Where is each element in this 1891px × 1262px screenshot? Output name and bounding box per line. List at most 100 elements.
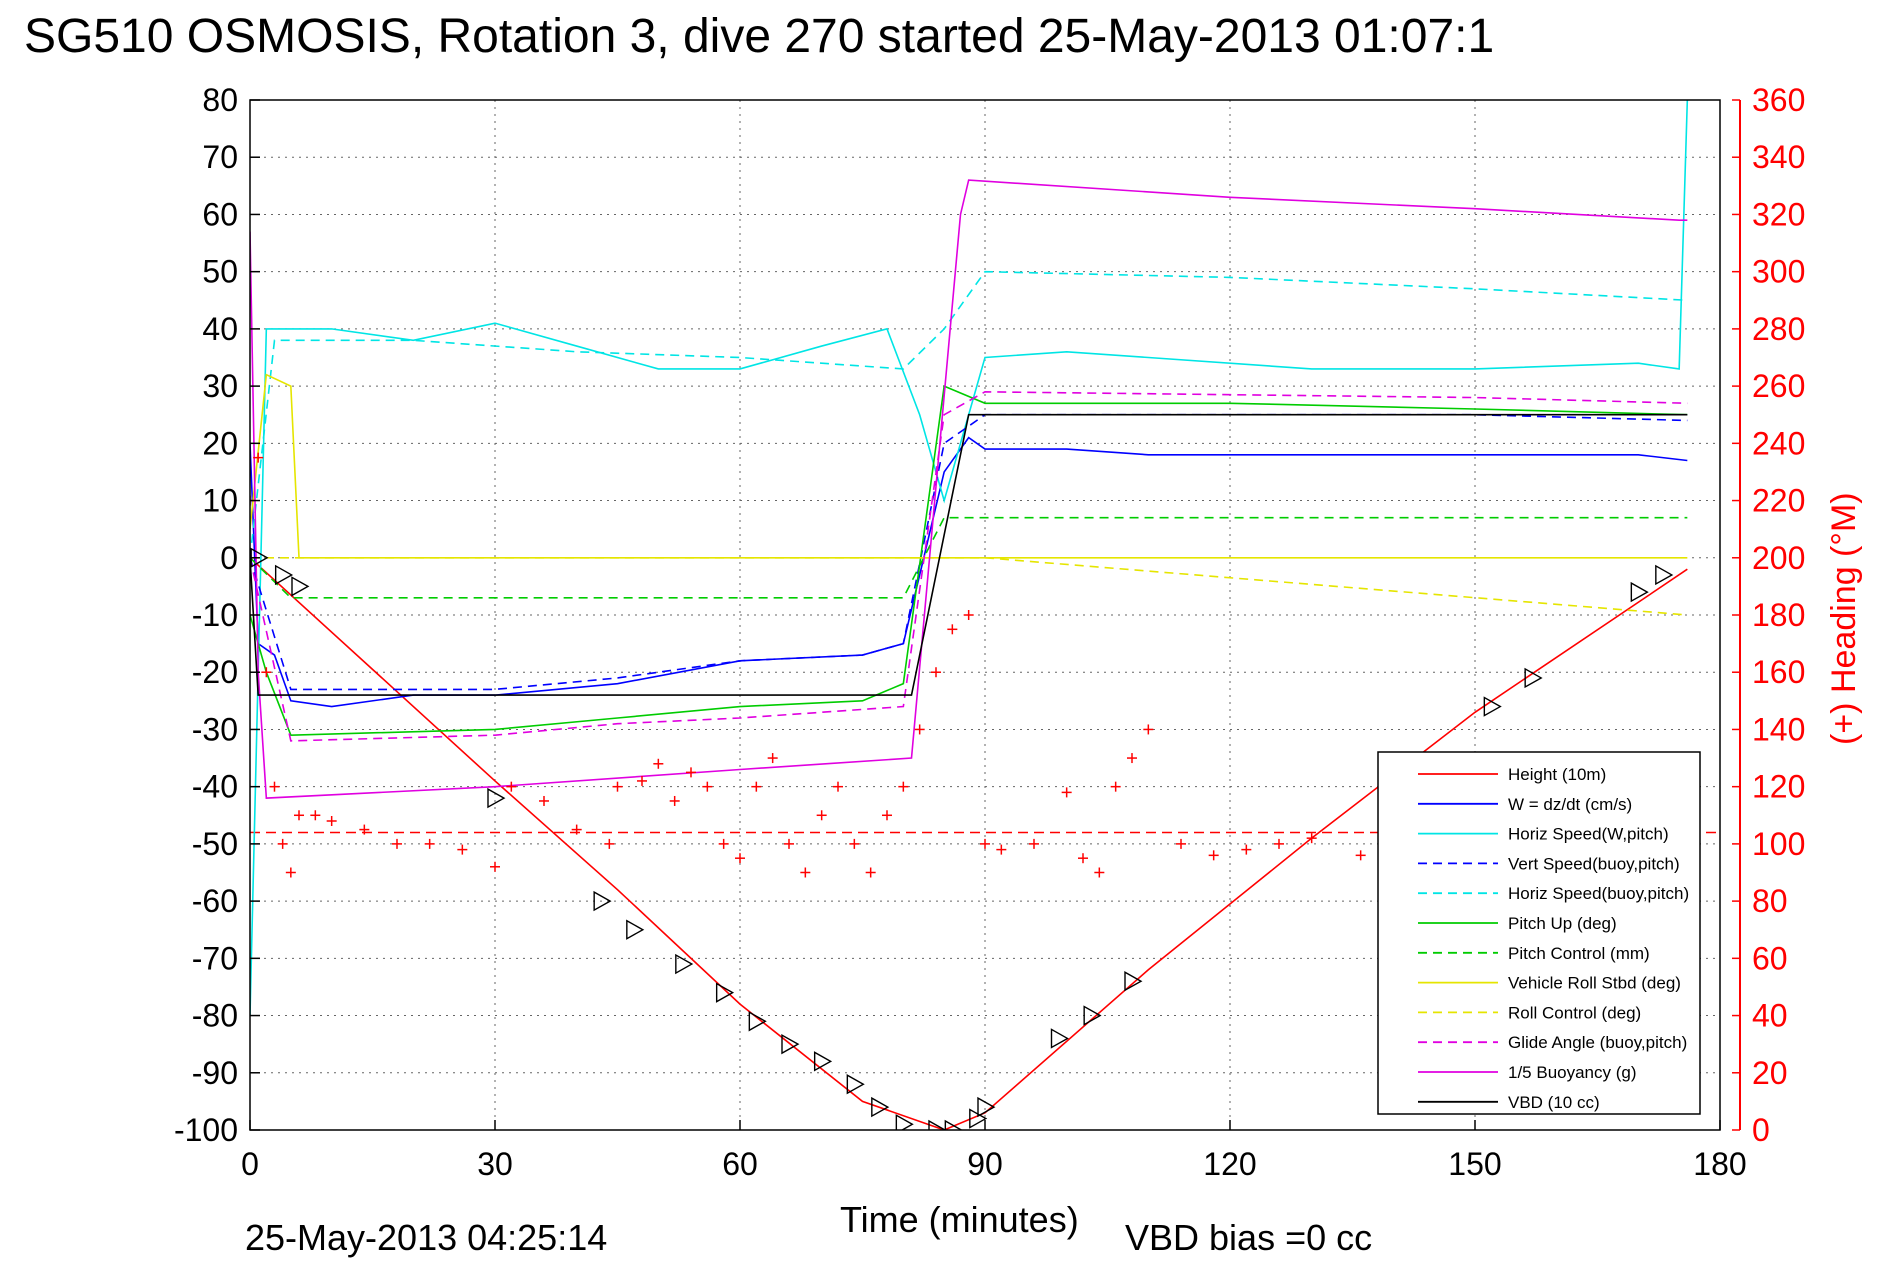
heading-marker: [571, 824, 582, 835]
chart-title: SG510 OSMOSIS, Rotation 3, dive 270 star…: [24, 10, 1494, 63]
y2-tick-label: 220: [1752, 483, 1805, 519]
depth-marker: [715, 982, 735, 1003]
y2-tick-label: 120: [1752, 769, 1805, 805]
heading-marker: [261, 667, 272, 678]
depth-marker: [1524, 667, 1543, 689]
heading-marker: [816, 810, 827, 821]
y-tick-label: -40: [192, 769, 238, 805]
legend-entry: 1/5 Buoyancy (g): [1508, 1063, 1637, 1082]
heading-marker: [1127, 753, 1137, 764]
legend-entry: Pitch Control (mm): [1508, 944, 1650, 963]
x-tick-label: 90: [967, 1146, 1003, 1182]
heading-marker: [1208, 850, 1219, 861]
heading-marker: [294, 810, 304, 821]
depth-marker: [928, 1119, 947, 1130]
x-tick-label: 0: [241, 1146, 259, 1182]
y2-tick-label: 200: [1752, 540, 1805, 576]
y-tick-label: 70: [202, 139, 238, 175]
heading-marker: [898, 781, 909, 792]
depth-marker: [675, 953, 694, 975]
heading-marker: [963, 610, 974, 620]
plot-timestamp: 25-May-2013 04:25:14: [245, 1217, 607, 1258]
y-tick-label: -70: [192, 940, 238, 976]
y-tick-label: 60: [202, 196, 238, 232]
legend-entry: Vehicle Roll Stbd (deg): [1508, 974, 1681, 993]
y-tick-label: 40: [202, 311, 238, 347]
y2-tick-label: 340: [1752, 139, 1805, 175]
y-tick-label: -20: [192, 654, 238, 690]
legend-entry: Vert Speed(buoy,pitch): [1508, 854, 1680, 873]
legend: Height (10m) W = dz/dt (cm/s) Horiz Speed(…: [1377, 751, 1701, 1115]
depth-marker: [1124, 971, 1143, 992]
vbd-bias-label: VBD bias =0 cc: [1125, 1217, 1372, 1258]
x-tick-label: 120: [1203, 1146, 1256, 1182]
depth-marker: [487, 787, 506, 809]
depth-marker: [626, 919, 645, 940]
series-line: [250, 373, 1688, 559]
heading-marker: [1061, 787, 1072, 798]
heading-marker: [612, 781, 623, 792]
heading-marker: [1355, 850, 1366, 861]
heading-marker: [947, 624, 958, 635]
heading-marker: [253, 452, 264, 463]
heading-marker: [285, 867, 296, 878]
y-tick-label: 50: [202, 254, 238, 290]
y2-tick-label: 20: [1752, 1055, 1788, 1091]
y-tick-label: -10: [192, 597, 238, 633]
y2-tick-label: 80: [1752, 883, 1788, 919]
heading-marker: [1029, 838, 1039, 849]
legend-entry: Pitch Up (deg): [1508, 914, 1617, 933]
y2-tick-label: 320: [1752, 196, 1805, 232]
heading-marker: [1241, 844, 1252, 855]
y-tick-label: 20: [202, 425, 238, 461]
depth-marker: [274, 564, 294, 586]
series-line: [250, 384, 1688, 736]
depth-marker: [1655, 564, 1674, 586]
y-tick-label: 0: [220, 540, 238, 576]
legend-entry: W = dz/dt (cm/s): [1508, 795, 1632, 814]
y2-tick-label: 160: [1752, 654, 1805, 690]
axes: 0 30 60 90 120 150 18080706050403020100-10-20-…: [174, 82, 1805, 1182]
series-line: [250, 391, 1688, 742]
series-line: [250, 413, 1688, 696]
x-tick-label: 30: [477, 1146, 513, 1182]
x-axis-label: Time (minutes): [840, 1199, 1079, 1240]
depth-marker: [871, 1096, 890, 1118]
y-tick-label: 30: [202, 368, 238, 404]
heading-marker: [1274, 838, 1284, 849]
heading-marker: [980, 838, 990, 849]
heading-marker: [1306, 833, 1317, 844]
y2-tick-label: 40: [1752, 998, 1788, 1034]
y2-tick-label: 0: [1752, 1112, 1770, 1148]
heading-marker: [1094, 867, 1105, 878]
series-line: [250, 557, 1688, 1130]
legend-entry: Height (10m): [1508, 765, 1606, 784]
y-tick-label: 10: [202, 483, 238, 519]
y-tick-label: -60: [192, 883, 238, 919]
heading-marker: [269, 781, 280, 792]
depth-marker: [944, 1119, 963, 1130]
depth-marker: [593, 890, 612, 912]
depth-marker: [1630, 581, 1649, 603]
depth-marker: [846, 1074, 865, 1095]
legend-box: [1377, 751, 1701, 1115]
legend-entry: Roll Control (deg): [1508, 1003, 1641, 1022]
series-line: [250, 270, 1688, 558]
x-tick-label: 180: [1693, 1146, 1746, 1182]
series-line: [250, 179, 1688, 799]
y2-tick-label: 60: [1752, 940, 1788, 976]
heading-marker: [669, 795, 680, 806]
depth-marker: [1083, 1005, 1102, 1026]
heading-marker: [996, 844, 1007, 855]
heading-marker: [931, 667, 941, 678]
y-tick-label: -100: [174, 1112, 238, 1148]
y2-tick-label: 180: [1752, 597, 1805, 633]
heading-marker: [490, 861, 500, 872]
right-axis-label: (+) Heading (°M): [1825, 492, 1863, 745]
y2-tick-label: 300: [1752, 254, 1805, 290]
legend-entry: Glide Angle (buoy,pitch): [1508, 1033, 1687, 1052]
heading-marker: [865, 867, 876, 878]
y2-tick-label: 140: [1752, 711, 1805, 747]
heading-marker: [277, 838, 288, 849]
depth-marker: [291, 576, 310, 597]
